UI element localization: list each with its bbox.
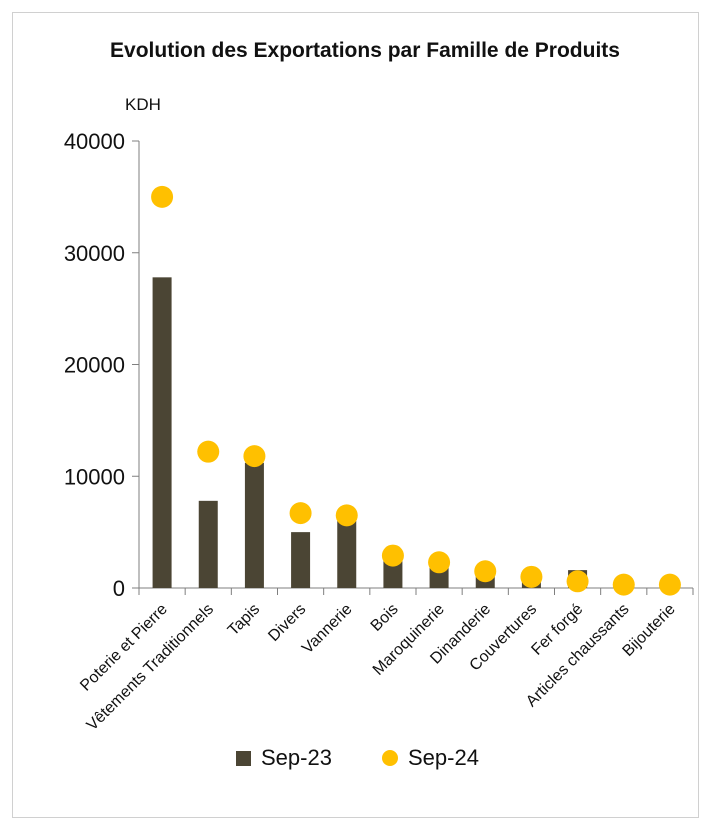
- chart-legend: Sep-23 Sep-24: [0, 745, 713, 775]
- point-sep-24-articles-chaussants: [612, 573, 635, 596]
- x-tick-label-bois: Bois: [368, 601, 402, 635]
- point-sep-24-bijouterie: [658, 573, 681, 596]
- x-tick-label-tapis: Tapis: [225, 601, 263, 639]
- legend-label-sep-23: Sep-23: [261, 745, 332, 770]
- point-sep-24-vetements-traditionnels: [197, 440, 220, 463]
- point-sep-24-tapis: [243, 445, 266, 468]
- point-sep-24-maroquinerie: [428, 551, 451, 574]
- point-sep-24-couvertures: [520, 565, 543, 588]
- y-unit-label: KDH: [125, 95, 161, 114]
- chart-frame: [12, 12, 699, 818]
- y-tick-label: 10000: [64, 464, 125, 489]
- legend-swatch-sep-23: [236, 750, 251, 766]
- y-tick-label: 40000: [64, 129, 125, 154]
- legend-item-sep-24: Sep-24: [382, 745, 479, 771]
- point-sep-24-divers: [289, 502, 312, 525]
- y-tick-label: 20000: [64, 353, 125, 378]
- legend-item-sep-23: Sep-23: [236, 745, 332, 771]
- legend-swatch-sep-24: [382, 750, 398, 766]
- x-tick-label-divers: Divers: [265, 601, 309, 645]
- x-tick-label-vannerie: Vannerie: [299, 601, 356, 658]
- chart-title: Evolution des Exportations par Famille d…: [110, 39, 620, 62]
- bar-sep-23-bois: [383, 561, 403, 588]
- legend-label-sep-24: Sep-24: [408, 745, 479, 770]
- point-sep-24-bois: [381, 544, 404, 567]
- bar-sep-23-divers: [291, 532, 311, 588]
- point-sep-24-dinanderie: [474, 560, 497, 583]
- bar-sep-23-tapis: [244, 462, 264, 588]
- y-tick-label: 30000: [64, 241, 125, 266]
- y-tick-label: 0: [113, 576, 125, 601]
- point-sep-24-vannerie: [335, 504, 358, 527]
- bar-sep-23-vannerie: [337, 520, 357, 588]
- bar-sep-23-poterie-et-pierre: [152, 277, 172, 588]
- point-sep-24-fer-forge: [566, 570, 589, 593]
- point-sep-24-poterie-et-pierre: [151, 185, 174, 208]
- bar-sep-23-vetements-traditionnels: [198, 500, 218, 588]
